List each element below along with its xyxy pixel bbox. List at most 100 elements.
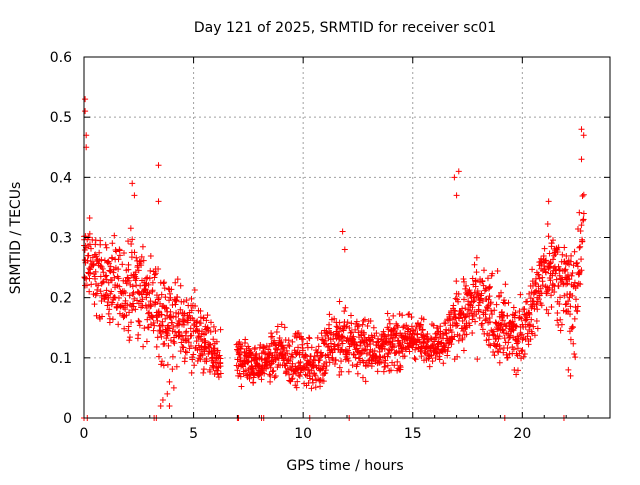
data-point xyxy=(512,309,519,316)
data-point xyxy=(339,340,346,347)
data-point xyxy=(550,282,557,289)
data-point xyxy=(471,289,478,296)
data-point xyxy=(289,375,296,382)
data-point xyxy=(182,355,189,362)
data-point xyxy=(102,273,109,280)
data-point xyxy=(574,259,581,266)
data-point xyxy=(260,344,267,351)
data-point xyxy=(486,284,493,291)
data-point xyxy=(555,244,562,251)
data-point xyxy=(571,315,578,322)
data-point xyxy=(111,294,118,301)
data-point xyxy=(399,312,406,319)
data-point xyxy=(297,358,304,365)
data-point xyxy=(115,321,122,328)
data-point xyxy=(310,356,317,363)
data-point xyxy=(342,304,349,311)
data-point xyxy=(106,260,113,267)
data-point xyxy=(237,345,244,352)
data-point xyxy=(103,287,110,294)
data-point xyxy=(374,339,381,346)
data-point xyxy=(362,336,369,343)
data-point xyxy=(126,309,133,316)
data-point xyxy=(558,321,565,328)
data-point xyxy=(459,317,466,324)
data-point xyxy=(534,325,541,332)
data-point xyxy=(145,324,152,331)
data-point xyxy=(543,306,550,313)
data-point xyxy=(238,383,245,390)
data-point xyxy=(466,287,473,294)
data-point xyxy=(167,337,174,344)
data-point-spike xyxy=(155,162,162,169)
data-point xyxy=(499,326,506,333)
data-point xyxy=(143,338,150,345)
data-point xyxy=(131,249,138,256)
data-point xyxy=(494,268,501,275)
data-point xyxy=(567,311,574,318)
data-point xyxy=(87,258,94,265)
data-point xyxy=(579,193,586,200)
data-point xyxy=(547,277,554,284)
data-point xyxy=(460,296,467,303)
data-point xyxy=(348,312,355,319)
data-point xyxy=(299,347,306,354)
data-point xyxy=(346,324,353,331)
data-point xyxy=(460,347,467,354)
data-point xyxy=(565,271,572,278)
data-point xyxy=(150,327,157,334)
data-point xyxy=(88,245,95,252)
data-point xyxy=(554,317,561,324)
data-point xyxy=(139,296,146,303)
data-point xyxy=(521,306,528,313)
data-point xyxy=(92,268,99,275)
data-point xyxy=(102,292,109,299)
data-point xyxy=(211,345,218,352)
data-point xyxy=(306,335,313,342)
data-point xyxy=(325,325,332,332)
data-point xyxy=(250,374,257,381)
data-point xyxy=(430,322,437,329)
data-point xyxy=(159,322,166,329)
data-point xyxy=(280,345,287,352)
data-point xyxy=(123,312,130,319)
data-point xyxy=(116,252,123,259)
axis-ticks: 0 5 10 15 20 0 0.1 0.2 0.3 0.4 0.5 0.6 xyxy=(50,50,610,442)
data-point xyxy=(99,265,106,272)
data-point xyxy=(142,286,149,293)
data-point xyxy=(514,367,521,374)
data-point xyxy=(449,336,456,343)
data-point xyxy=(308,385,315,392)
data-point xyxy=(86,214,93,221)
data-point xyxy=(144,274,151,281)
data-point xyxy=(128,240,135,247)
data-point xyxy=(510,304,517,311)
data-point xyxy=(180,318,187,325)
data-point xyxy=(436,356,443,363)
data-point xyxy=(535,296,542,303)
data-point xyxy=(185,339,192,346)
y-tick-label: 0.4 xyxy=(50,170,72,186)
data-point xyxy=(326,311,333,318)
data-point xyxy=(350,351,357,358)
data-point xyxy=(498,289,505,296)
data-point xyxy=(453,278,460,285)
data-point-spike xyxy=(567,372,574,379)
data-point xyxy=(136,322,143,329)
data-point xyxy=(320,337,327,344)
data-point xyxy=(201,339,208,346)
data-point xyxy=(234,346,241,353)
data-point xyxy=(318,330,325,337)
data-point xyxy=(160,362,167,369)
data-point-spike xyxy=(82,108,89,115)
data-point xyxy=(286,371,293,378)
data-point xyxy=(217,363,224,370)
data-point xyxy=(278,321,285,328)
data-point xyxy=(456,315,463,322)
data-point xyxy=(518,331,525,338)
data-point xyxy=(119,261,126,268)
data-point xyxy=(459,335,466,342)
data-point xyxy=(512,323,519,330)
data-point xyxy=(332,356,339,363)
